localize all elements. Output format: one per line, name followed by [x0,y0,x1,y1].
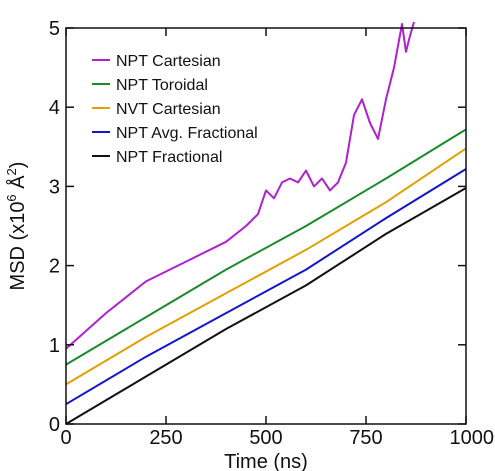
y-tick-label-2: 2 [49,256,60,278]
x-tick-label-2: 500 [249,427,282,449]
y-axis-title-suffix: ) [7,162,29,169]
y-axis-title-exp2: 2 [4,168,19,175]
series-line-2 [65,147,467,386]
y-tick-label-1: 1 [49,335,60,357]
y-tick-label-4: 4 [49,97,60,119]
series-line-4 [65,187,467,425]
y-tick-label-0: 0 [49,414,60,436]
ticks-layer: 0 250 500 750 1000 0 1 2 3 4 5 [49,18,494,449]
y-tick-label-5: 5 [49,18,60,40]
series-layer [65,21,467,425]
x-tick-label-0: 0 [60,427,71,449]
legend-label-3: NPT Avg. Fractional [116,125,258,142]
y-axis-title: MSD (x106 Å2) [4,162,29,291]
y-axis-title-mid: Å [6,175,29,195]
legend-label-2: NVT Cartesian [116,101,221,118]
series-line-0 [65,21,415,350]
series-line-3 [65,168,467,406]
y-axis-title-prefix: MSD (x10 [7,202,29,291]
x-tick-label-3: 750 [349,427,382,449]
y-tick-label-3: 3 [49,176,60,198]
series-line-1 [65,128,467,366]
x-tick-label-4: 1000 [450,427,495,449]
y-axis-title-exp: 6 [4,194,19,201]
legend-label-0: NPT Cartesian [116,53,221,70]
legend-label-4: NPT Fractional [116,149,222,166]
x-axis-title: Time (ns) [224,451,308,471]
x-tick-label-1: 250 [149,427,182,449]
legend: NPT Cartesian NPT Toroidal NVT Cartesian NP… [92,53,258,166]
legend-label-1: NPT Toroidal [116,77,208,94]
